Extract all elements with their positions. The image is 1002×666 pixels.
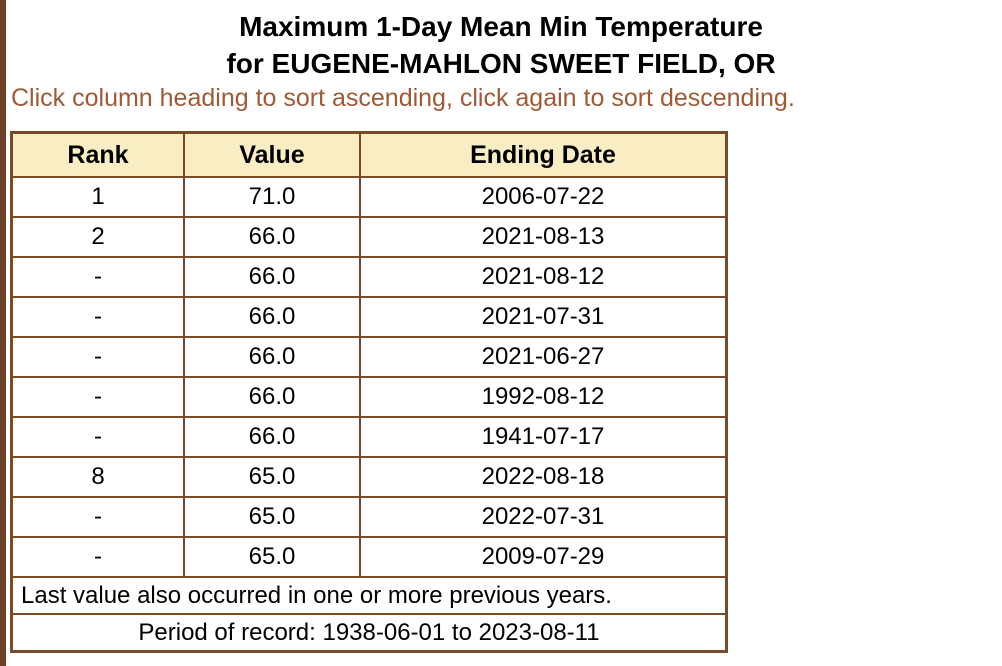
rank-cell: 8 [10, 456, 185, 498]
rank-cell: - [10, 536, 185, 578]
table-row: - 66.0 1941-07-17 [10, 416, 728, 458]
column-header-rank[interactable]: Rank [10, 131, 185, 178]
ending-date-cell: 2009-07-29 [359, 536, 728, 578]
page-title: Maximum 1-Day Mean Min Temperature [239, 11, 763, 42]
ending-date-cell: 2006-07-22 [359, 176, 728, 218]
rank-cell: 1 [10, 176, 185, 218]
value-cell: 65.0 [183, 496, 361, 538]
rank-table-header: Rank Value Ending Date [10, 131, 728, 178]
footnote-text: Last value also occurred in one or more … [10, 576, 728, 615]
value-cell: 66.0 [183, 296, 361, 338]
table-row: - 65.0 2009-07-29 [10, 536, 728, 578]
table-row: - 66.0 2021-06-27 [10, 336, 728, 378]
rank-cell: - [10, 416, 185, 458]
period-of-record-text: Period of record: 1938-06-01 to 2023-08-… [10, 613, 728, 653]
ending-date-cell: 2022-07-31 [359, 496, 728, 538]
rank-cell: 2 [10, 216, 185, 258]
column-header-ending-date[interactable]: Ending Date [359, 131, 728, 178]
table-row: 1 71.0 2006-07-22 [10, 176, 728, 218]
rank-cell: - [10, 336, 185, 378]
rank-table-body: 1 71.0 2006-07-22 2 66.0 2021-08-13 - 66… [10, 176, 728, 578]
table-row: - 65.0 2022-07-31 [10, 496, 728, 538]
page-subtitle: for EUGENE-MAHLON SWEET FIELD, OR [226, 48, 776, 79]
table-row: - 66.0 2021-08-12 [10, 256, 728, 298]
ending-date-cell: 2021-07-31 [359, 296, 728, 338]
ending-date-cell: 1992-08-12 [359, 376, 728, 418]
period-of-record-row: Period of record: 1938-06-01 to 2023-08-… [10, 613, 728, 653]
ending-date-cell: 2021-06-27 [359, 336, 728, 378]
title-block: Maximum 1-Day Mean Min Temperature for E… [0, 8, 1002, 82]
table-row: - 66.0 1992-08-12 [10, 376, 728, 418]
value-cell: 65.0 [183, 536, 361, 578]
rank-cell: - [10, 496, 185, 538]
value-cell: 66.0 [183, 376, 361, 418]
table-row: - 66.0 2021-07-31 [10, 296, 728, 338]
rank-cell: - [10, 296, 185, 338]
ending-date-cell: 2021-08-13 [359, 216, 728, 258]
value-cell: 66.0 [183, 336, 361, 378]
value-cell: 66.0 [183, 256, 361, 298]
ending-date-cell: 1941-07-17 [359, 416, 728, 458]
table-row: 2 66.0 2021-08-13 [10, 216, 728, 258]
sort-instructions: Click column heading to sort ascending, … [11, 84, 795, 112]
value-cell: 65.0 [183, 456, 361, 498]
rank-cell: - [10, 256, 185, 298]
value-cell: 66.0 [183, 416, 361, 458]
rank-table: Rank Value Ending Date 1 71.0 2006-07-22… [10, 131, 728, 653]
left-border-bar [0, 0, 6, 666]
rank-cell: - [10, 376, 185, 418]
table-row: 8 65.0 2022-08-18 [10, 456, 728, 498]
footnote-row: Last value also occurred in one or more … [10, 576, 728, 615]
column-header-value[interactable]: Value [183, 131, 361, 178]
ending-date-cell: 2021-08-12 [359, 256, 728, 298]
value-cell: 66.0 [183, 216, 361, 258]
value-cell: 71.0 [183, 176, 361, 218]
header-row: Rank Value Ending Date [10, 131, 728, 178]
rank-table-footer: Last value also occurred in one or more … [10, 576, 728, 653]
ending-date-cell: 2022-08-18 [359, 456, 728, 498]
